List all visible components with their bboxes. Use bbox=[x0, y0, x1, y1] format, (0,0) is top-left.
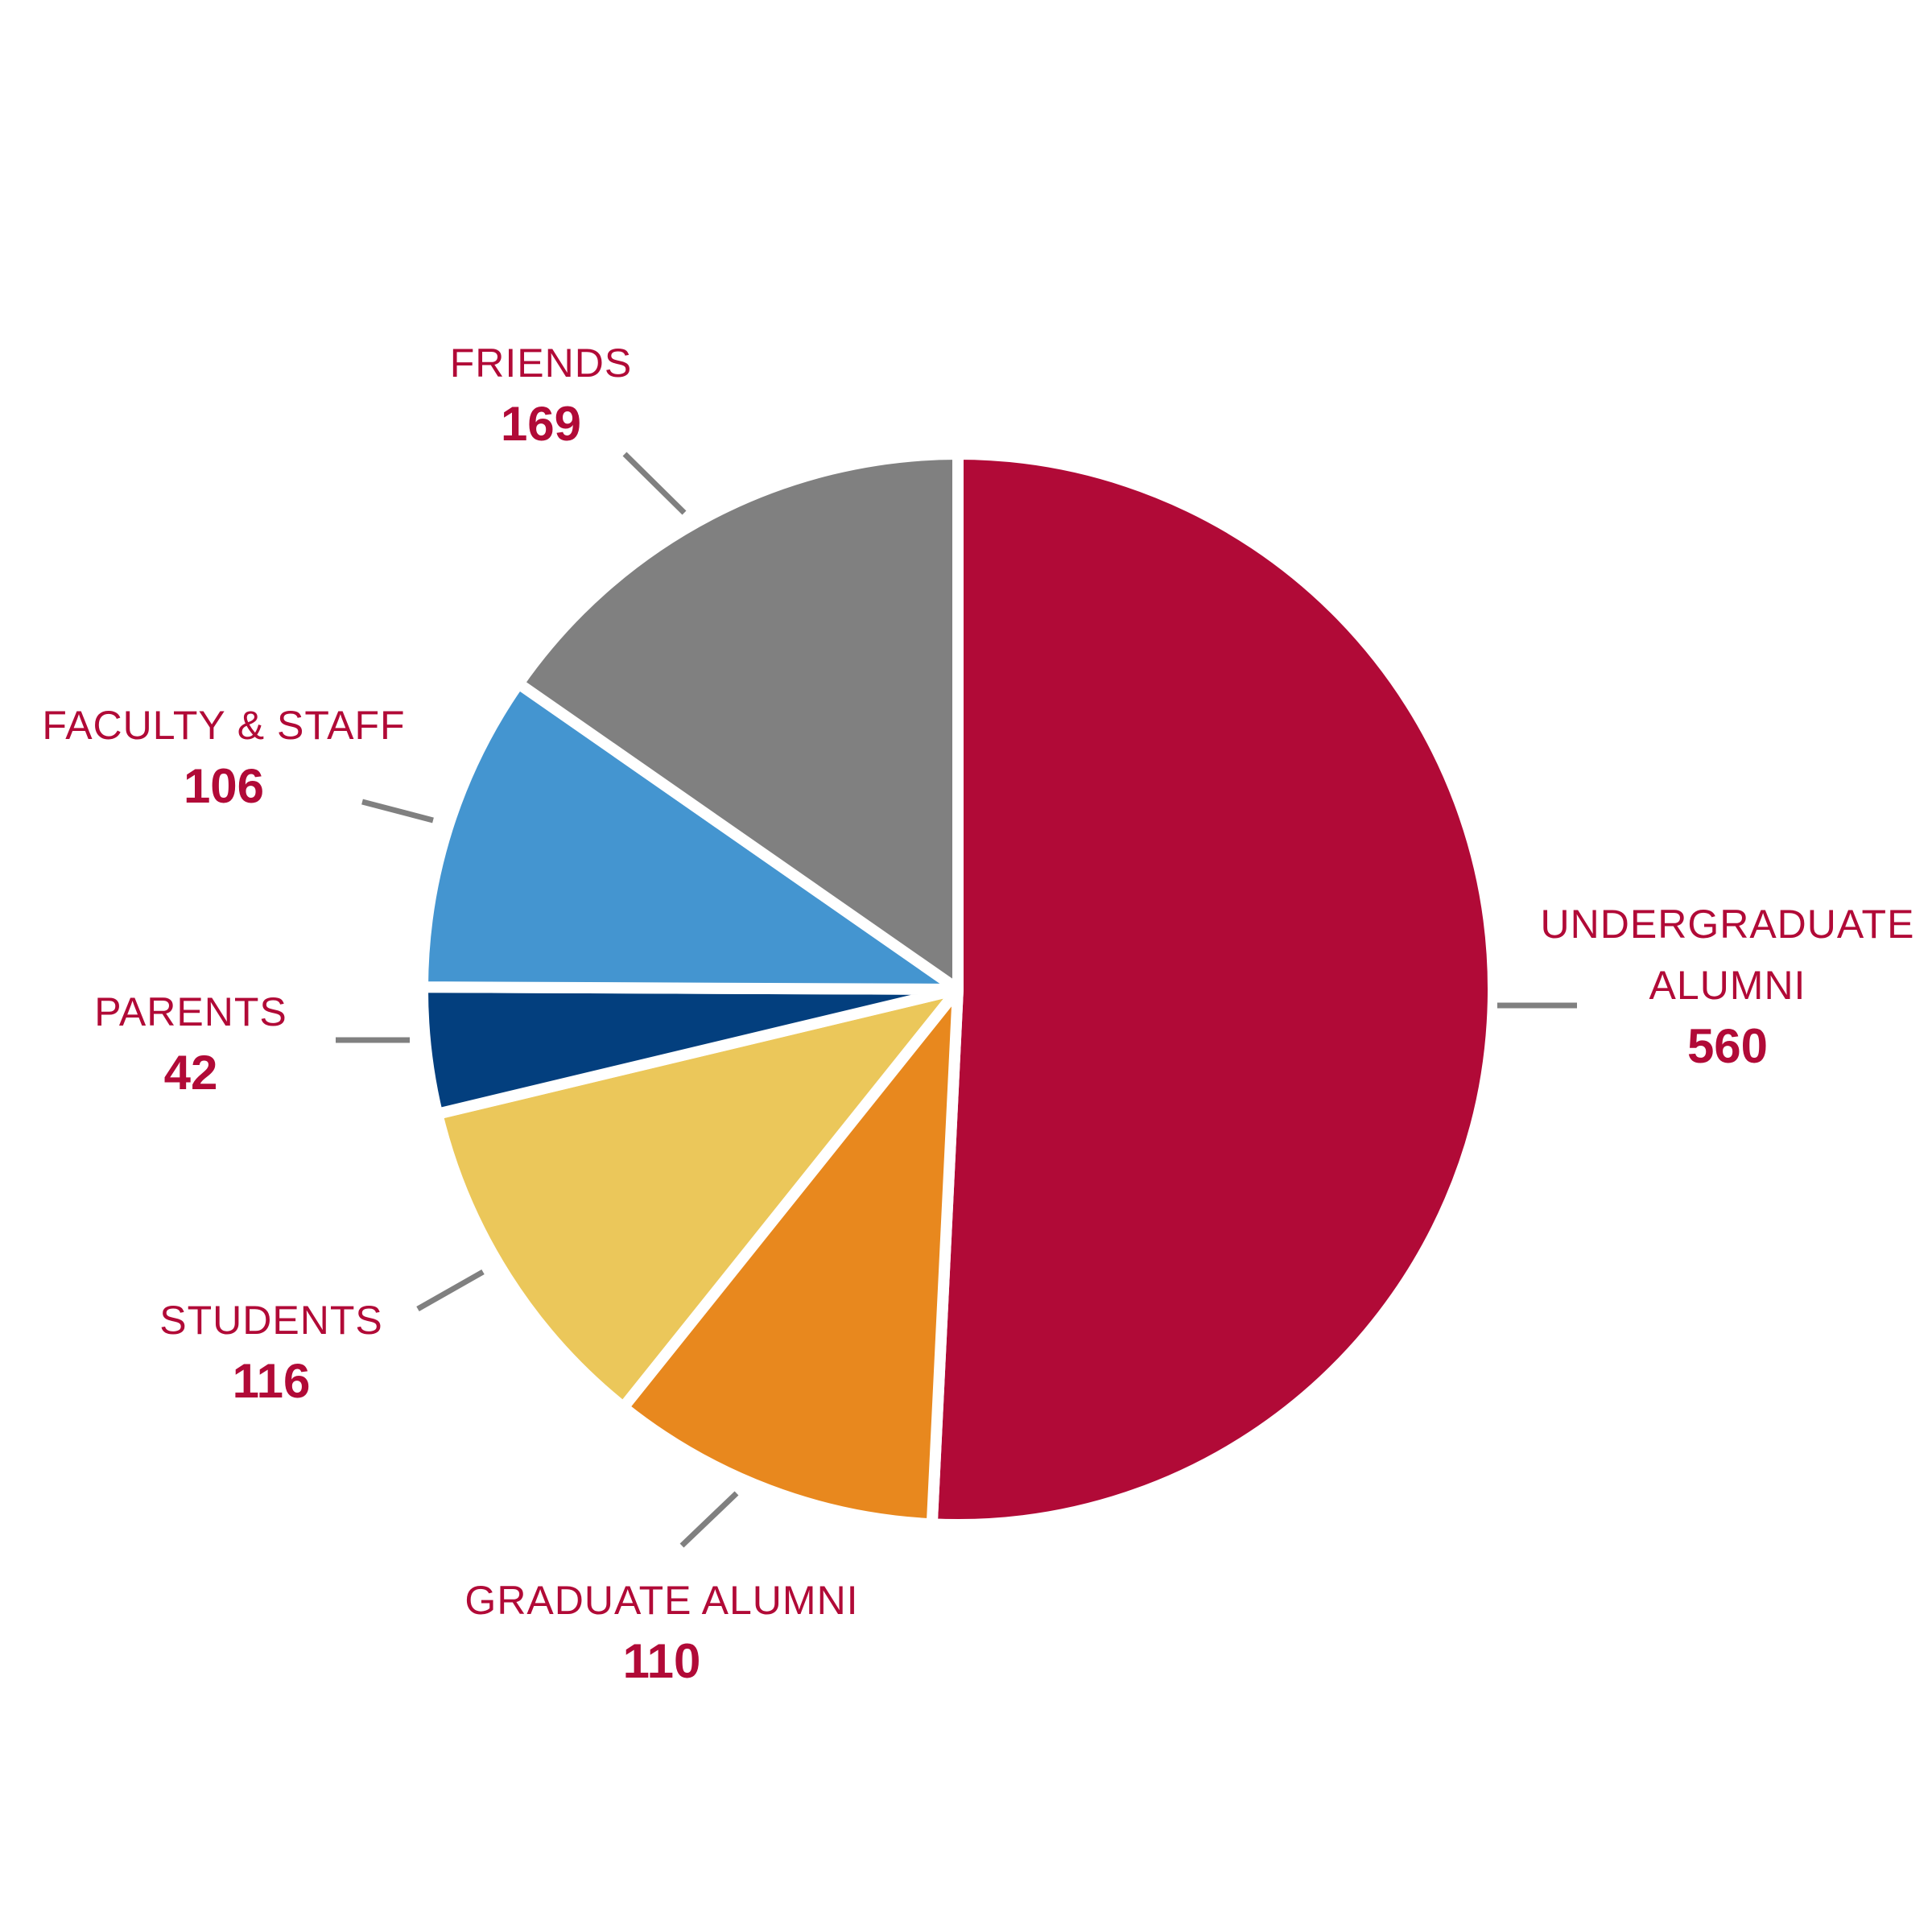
slice-label: STUDENTS 116 bbox=[70, 1290, 473, 1412]
leader-line bbox=[679, 1491, 739, 1548]
slice-label: PARENTS 42 bbox=[30, 981, 352, 1104]
leader-line bbox=[622, 452, 687, 515]
category-name: FRIENDS bbox=[449, 341, 633, 386]
value-label: 42 bbox=[163, 1046, 218, 1100]
pie-slice bbox=[926, 448, 1499, 1530]
category-name: FACULTY & STAFF bbox=[42, 703, 406, 748]
pie-slice bbox=[417, 678, 964, 995]
category-name: STUDENTS bbox=[159, 1298, 383, 1343]
value-label: 110 bbox=[622, 1634, 701, 1688]
value-label: 116 bbox=[232, 1354, 311, 1408]
slice-label: GRADUATE ALUMNI 110 bbox=[380, 1570, 943, 1692]
category-name: UNDERGRADUATE ALUMNI bbox=[1540, 902, 1915, 1008]
slice-label: UNDERGRADUATE ALUMNI 560 bbox=[1518, 894, 1932, 1077]
leader-line bbox=[416, 1269, 485, 1312]
value-label: 106 bbox=[183, 759, 265, 813]
category-name: PARENTS bbox=[94, 989, 287, 1034]
pie-slice bbox=[431, 984, 964, 1414]
value-label: 560 bbox=[1686, 1019, 1769, 1073]
category-name: GRADUATE ALUMNI bbox=[464, 1578, 859, 1623]
value-label: 169 bbox=[500, 397, 582, 451]
pie-slice bbox=[617, 984, 964, 1530]
leader-line bbox=[361, 799, 434, 824]
slice-label: FACULTY & STAFF 106 bbox=[0, 695, 465, 817]
slice-label: FRIENDS 169 bbox=[380, 332, 702, 455]
pie-slice bbox=[513, 448, 964, 995]
